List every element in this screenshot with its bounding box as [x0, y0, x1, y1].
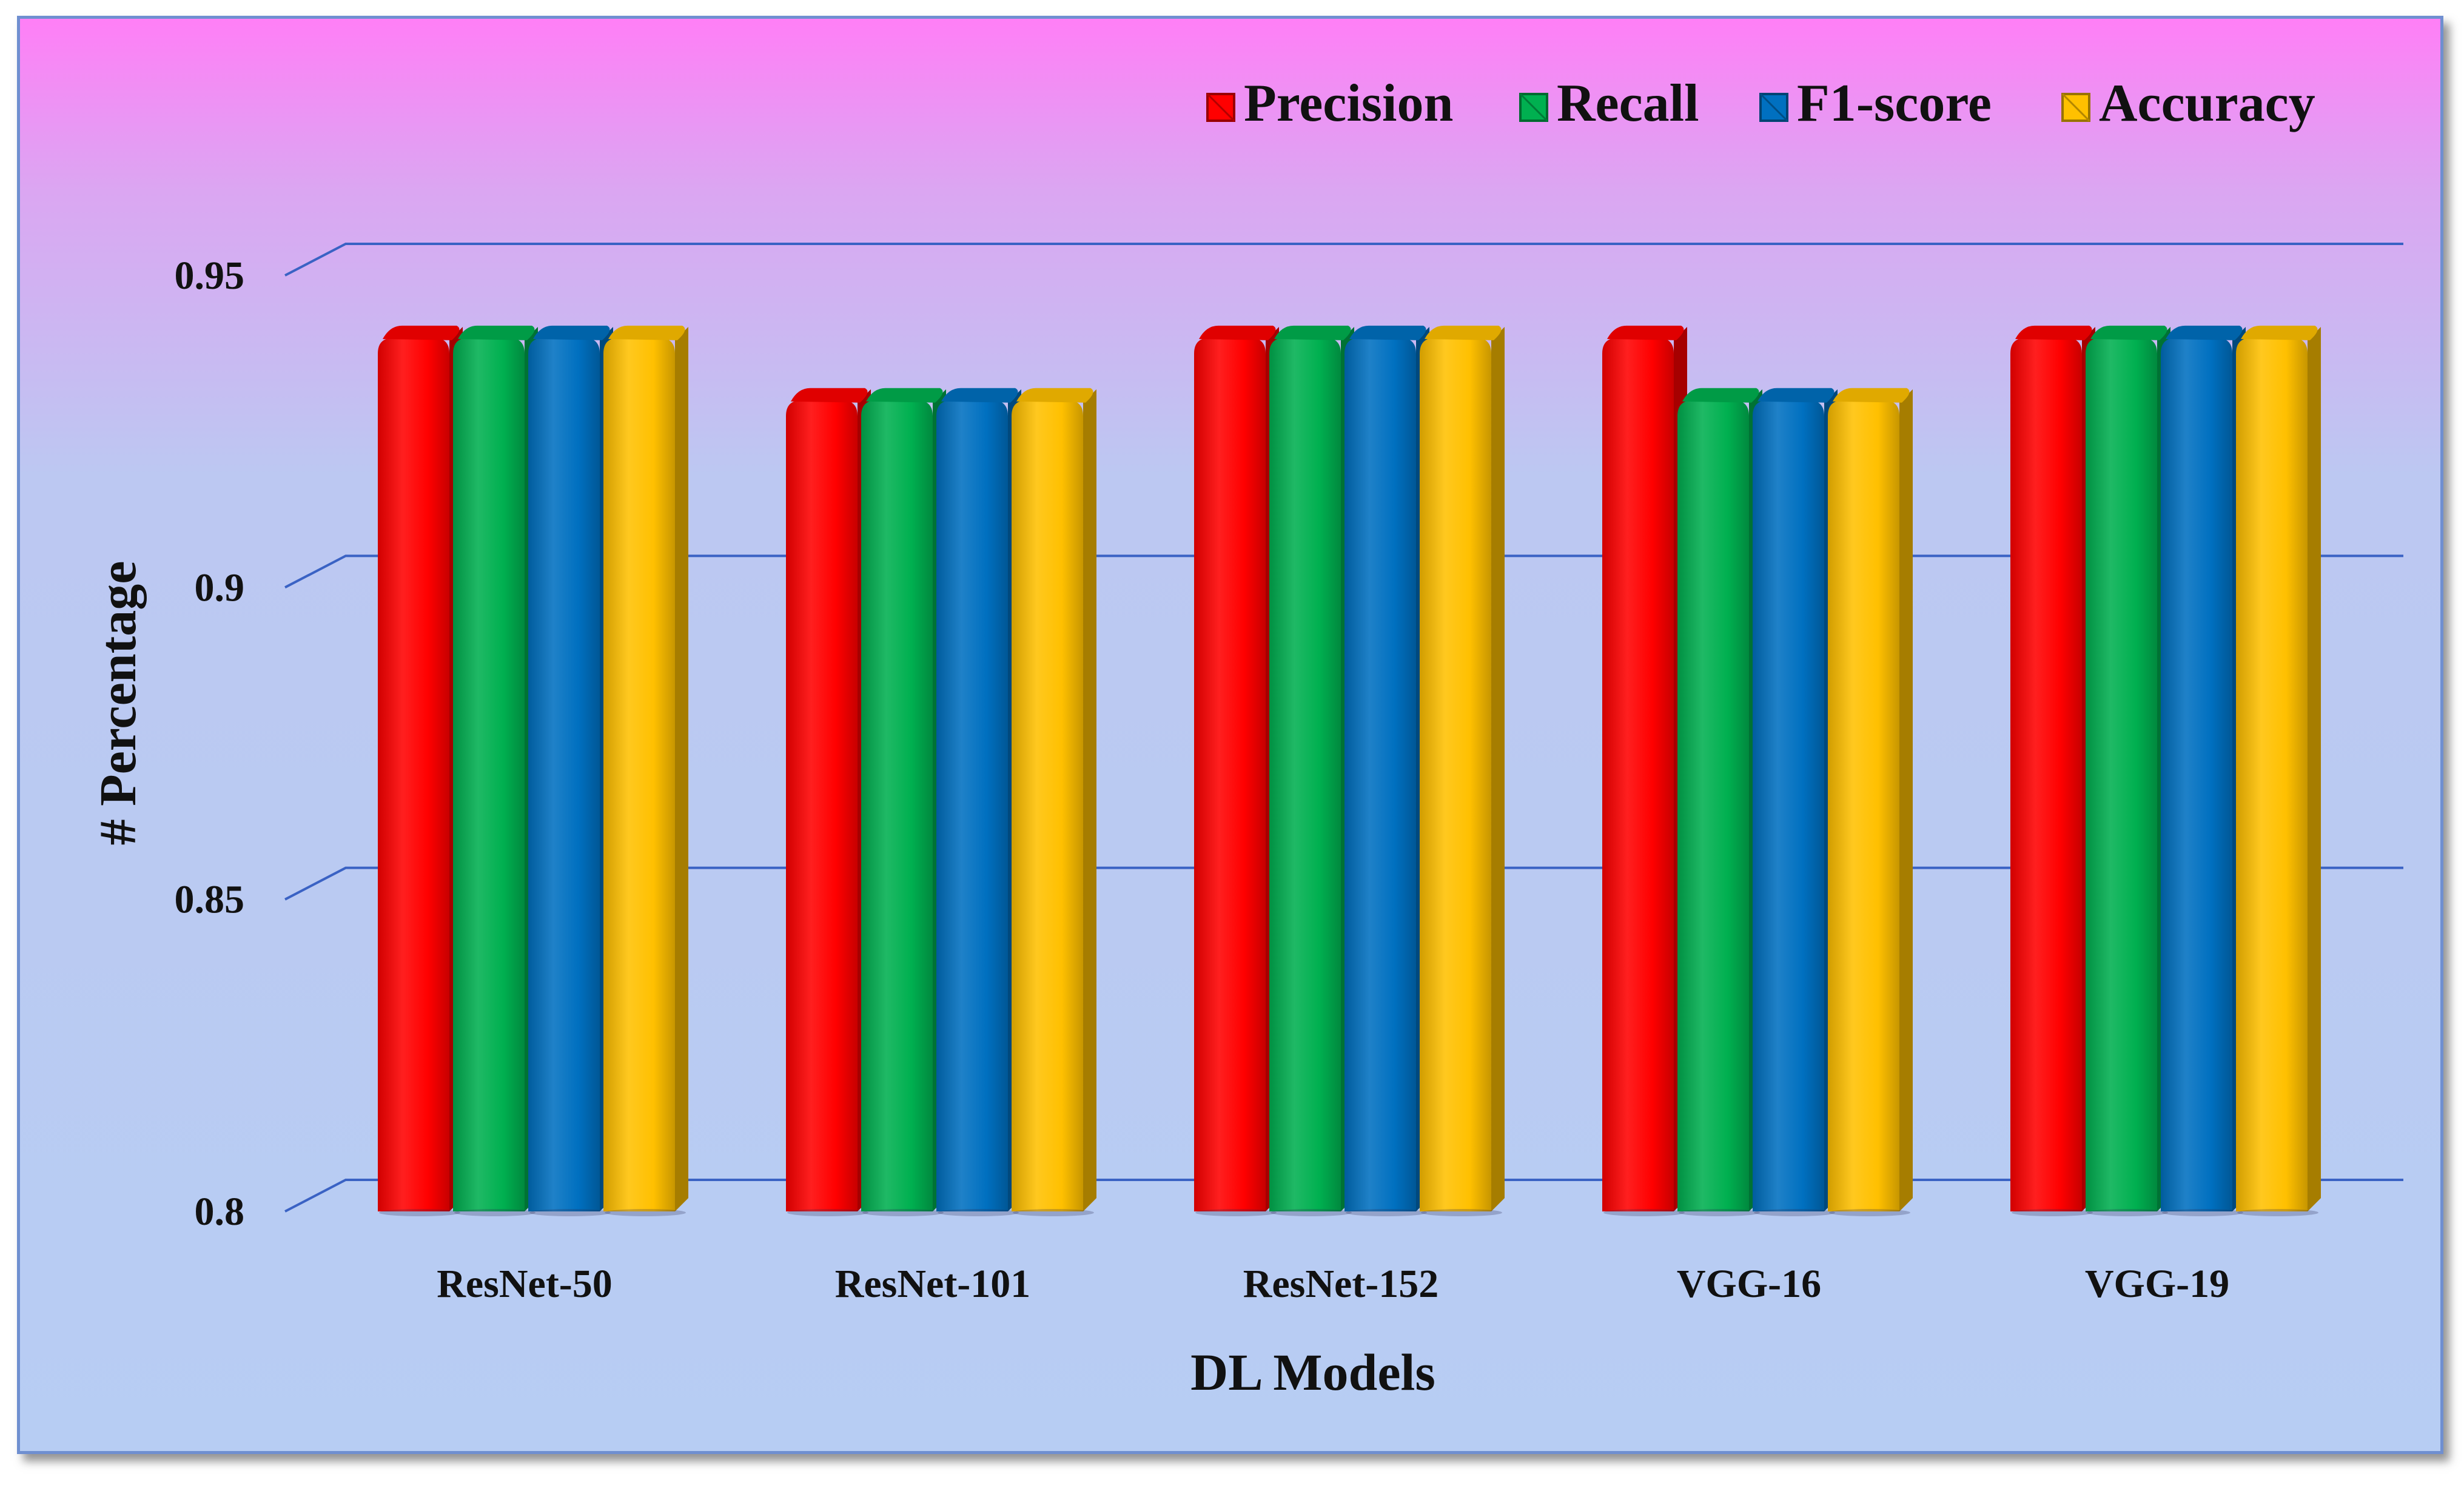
y-tick-label: 0.85: [175, 878, 245, 922]
bar-f1-score-resnet-101: [936, 388, 1021, 1216]
x-tick-label: ResNet-101: [835, 1262, 1031, 1306]
x-tick-label: ResNet-152: [1243, 1262, 1439, 1306]
y-axis-ticks: 0.8 0.85 0.9 0.95: [175, 254, 245, 1234]
y-tick-label: 0.8: [195, 1190, 245, 1234]
legend-label: Recall: [1557, 74, 1699, 133]
y-axis-title: # Percentage: [89, 561, 147, 846]
bar-f1-score-vgg-19: [2161, 325, 2246, 1216]
legend-item-precision: Precision: [1206, 74, 1453, 133]
legend-label: Accuracy: [2099, 74, 2315, 133]
bar-recall-resnet-50: [453, 325, 538, 1216]
bar-chart: 0.80.850.90.95 ResNet-50 ResNet-101 ResNet…: [89, 74, 2403, 1401]
bar-precision-vgg-19: [2010, 325, 2095, 1216]
bar-accuracy-resnet-50: [603, 325, 688, 1216]
bar-precision-resnet-101: [786, 388, 871, 1216]
x-axis-title: DL Models: [1190, 1343, 1435, 1401]
x-tick-label: VGG-19: [2085, 1262, 2229, 1306]
bar-accuracy-vgg-19: [2236, 325, 2321, 1216]
legend-label: Precision: [1244, 74, 1453, 133]
bar-accuracy-vgg-16: [1828, 388, 1913, 1216]
bars: [378, 325, 2321, 1216]
legend-item-recall: Recall: [1519, 74, 1699, 133]
bar-f1-score-resnet-50: [528, 325, 613, 1216]
y-tick-label: 0.9: [195, 565, 245, 610]
legend: Precision Recall F1-score Accuracy: [1206, 74, 2315, 133]
bar-precision-resnet-152: [1194, 325, 1279, 1216]
bar-accuracy-resnet-152: [1420, 325, 1505, 1216]
bar-recall-vgg-19: [2086, 325, 2170, 1216]
bar-recall-resnet-101: [861, 388, 946, 1216]
x-tick-label: ResNet-50: [437, 1262, 613, 1306]
bar-precision-resnet-50: [378, 325, 463, 1216]
bar-accuracy-resnet-101: [1012, 388, 1096, 1216]
bar-f1-score-resnet-152: [1344, 325, 1429, 1216]
legend-item-f1-score: F1-score: [1759, 74, 1992, 133]
gridline: [284, 243, 2403, 277]
bar-recall-vgg-16: [1677, 388, 1762, 1216]
y-tick-label: 0.95: [175, 254, 245, 298]
bar-precision-vgg-16: [1602, 325, 1687, 1216]
x-axis-labels: ResNet-50 ResNet-101 ResNet-152 VGG-16 VGG-1…: [437, 1262, 2229, 1306]
bar-f1-score-vgg-16: [1753, 388, 1838, 1216]
chart-frame: 0.8 0.85 0.9 0.95 ResNet-50 ResNet-101 ResNet…: [17, 16, 2443, 1454]
legend-label: F1-score: [1797, 74, 1992, 133]
bar-recall-resnet-152: [1269, 325, 1354, 1216]
legend-item-accuracy: Accuracy: [2061, 74, 2315, 133]
x-tick-label: VGG-16: [1677, 1262, 1821, 1306]
